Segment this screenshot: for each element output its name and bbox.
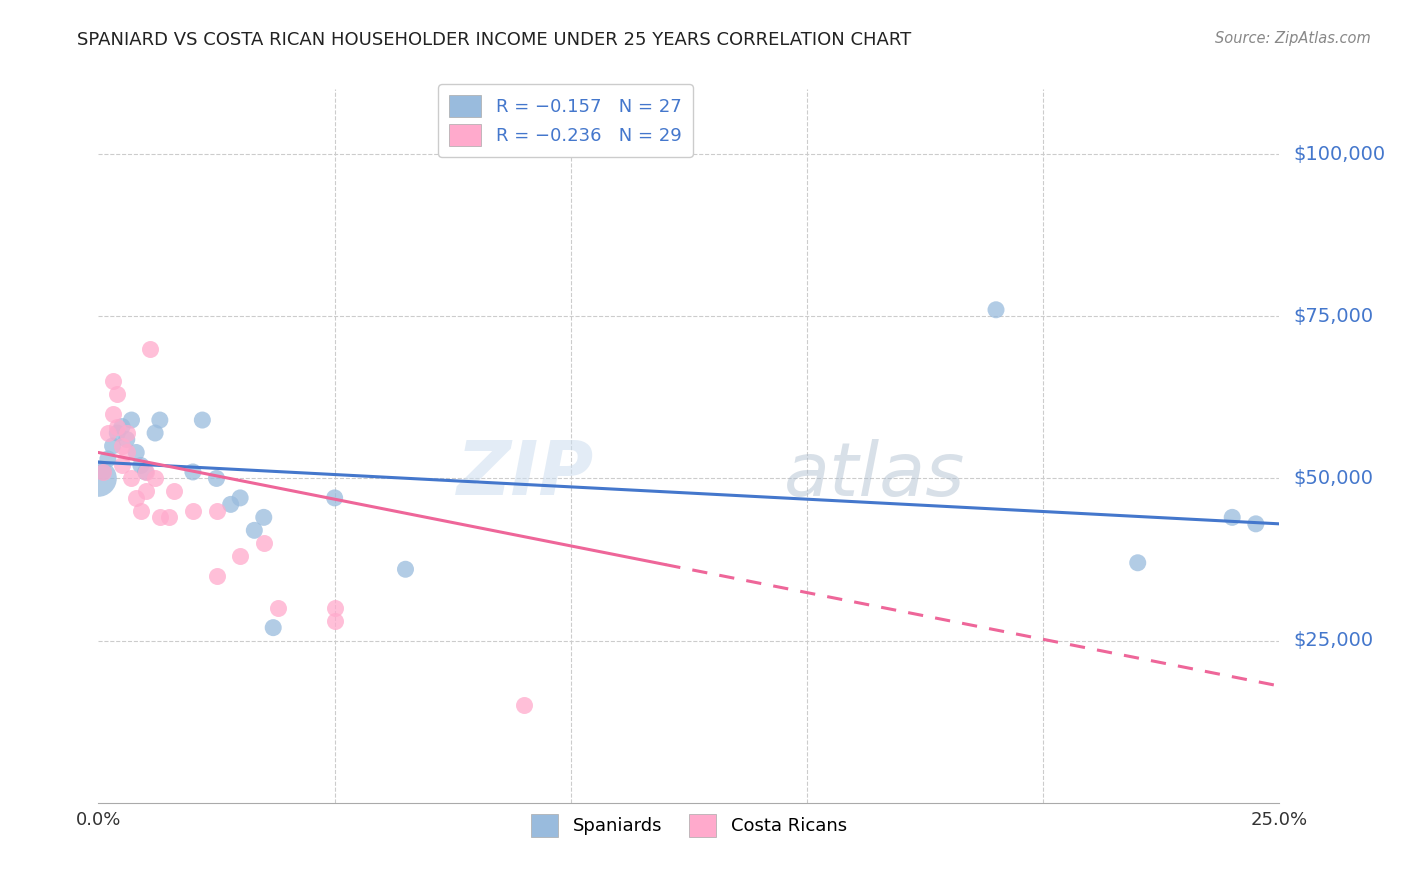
Point: [105, 425, 128, 440]
Point: [91, 465, 114, 479]
Point: [262, 621, 284, 635]
Point: [111, 439, 134, 453]
Point: [115, 425, 138, 440]
Point: [163, 484, 186, 499]
Point: [105, 419, 128, 434]
Point: [129, 458, 152, 473]
Point: [205, 504, 228, 518]
Point: [394, 562, 416, 576]
Point: [229, 491, 252, 505]
Point: [323, 614, 346, 628]
Point: [105, 387, 128, 401]
Point: [157, 510, 180, 524]
Legend: Spaniards, Costa Ricans: Spaniards, Costa Ricans: [524, 807, 853, 844]
Point: [181, 465, 204, 479]
Point: [143, 471, 166, 485]
Text: $25,000: $25,000: [1294, 632, 1374, 650]
Point: [253, 536, 276, 550]
Text: $100,000: $100,000: [1294, 145, 1386, 163]
Point: [205, 568, 228, 582]
Point: [149, 413, 172, 427]
Point: [115, 433, 138, 447]
Point: [101, 374, 124, 388]
Point: [191, 413, 214, 427]
Point: [143, 425, 166, 440]
Point: [135, 465, 157, 479]
Point: [267, 601, 290, 615]
Point: [101, 439, 124, 453]
Point: [219, 497, 242, 511]
Text: Source: ZipAtlas.com: Source: ZipAtlas.com: [1215, 31, 1371, 46]
Point: [135, 465, 157, 479]
Text: SPANIARD VS COSTA RICAN HOUSEHOLDER INCOME UNDER 25 YEARS CORRELATION CHART: SPANIARD VS COSTA RICAN HOUSEHOLDER INCO…: [77, 31, 911, 49]
Point: [91, 465, 114, 479]
Point: [323, 601, 346, 615]
Point: [87, 471, 110, 485]
Point: [129, 504, 152, 518]
Point: [115, 445, 138, 459]
Point: [111, 419, 134, 434]
Point: [1244, 516, 1267, 531]
Text: ZIP: ZIP: [457, 438, 595, 511]
Point: [125, 491, 148, 505]
Point: [111, 458, 134, 473]
Point: [125, 445, 148, 459]
Point: [97, 452, 120, 467]
Point: [229, 549, 252, 564]
Point: [1126, 556, 1149, 570]
Point: [139, 342, 162, 356]
Point: [181, 504, 204, 518]
Point: [121, 471, 143, 485]
Point: [1220, 510, 1243, 524]
Point: [253, 510, 276, 524]
Point: [121, 413, 143, 427]
Text: $75,000: $75,000: [1294, 307, 1374, 326]
Text: atlas: atlas: [783, 439, 965, 510]
Point: [205, 471, 228, 485]
Text: $50,000: $50,000: [1294, 469, 1374, 488]
Point: [984, 302, 1007, 317]
Point: [135, 484, 157, 499]
Point: [97, 425, 120, 440]
Point: [243, 524, 266, 538]
Point: [101, 407, 124, 421]
Point: [149, 510, 172, 524]
Point: [323, 491, 346, 505]
Point: [512, 698, 534, 713]
